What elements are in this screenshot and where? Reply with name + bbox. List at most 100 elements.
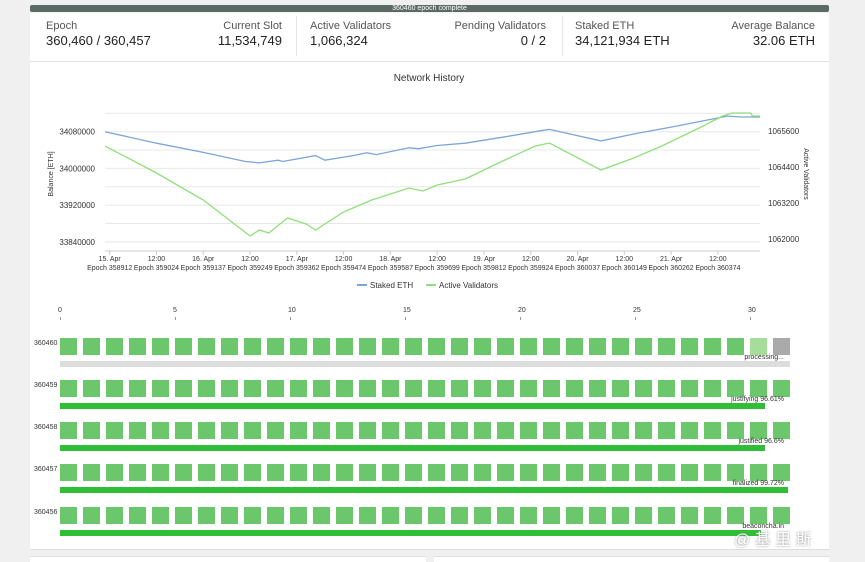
- slot-square[interactable]: [474, 507, 491, 524]
- slot-square[interactable]: [60, 507, 77, 524]
- slot-square[interactable]: [359, 464, 376, 481]
- slot-square[interactable]: [198, 422, 215, 439]
- slot-square[interactable]: [589, 464, 606, 481]
- slot-square[interactable]: [520, 380, 537, 397]
- slot-square[interactable]: [290, 507, 307, 524]
- slot-square[interactable]: [704, 380, 721, 397]
- slot-square[interactable]: [497, 380, 514, 397]
- slot-square[interactable]: [428, 507, 445, 524]
- slot-square[interactable]: [543, 380, 560, 397]
- slot-square[interactable]: [497, 422, 514, 439]
- slot-square[interactable]: [60, 464, 77, 481]
- slot-square[interactable]: [129, 380, 146, 397]
- slot-square[interactable]: [727, 422, 744, 439]
- slot-square[interactable]: [244, 422, 261, 439]
- slot-square[interactable]: [60, 338, 77, 355]
- epoch-number-label[interactable]: 360457: [34, 466, 58, 473]
- slot-square[interactable]: [704, 338, 721, 355]
- slot-square[interactable]: [175, 422, 192, 439]
- slot-square[interactable]: [244, 380, 261, 397]
- slot-square[interactable]: [704, 507, 721, 524]
- slot-square[interactable]: [336, 507, 353, 524]
- slot-square[interactable]: [681, 507, 698, 524]
- slot-square[interactable]: [681, 338, 698, 355]
- slot-square[interactable]: [129, 507, 146, 524]
- slot-square[interactable]: [175, 464, 192, 481]
- slot-square[interactable]: [773, 338, 790, 355]
- slot-square[interactable]: [221, 507, 238, 524]
- slot-square[interactable]: [336, 464, 353, 481]
- slot-square[interactable]: [152, 338, 169, 355]
- slot-square[interactable]: [658, 464, 675, 481]
- slot-square[interactable]: [405, 422, 422, 439]
- slot-square[interactable]: [198, 338, 215, 355]
- slot-square[interactable]: [589, 338, 606, 355]
- slot-square[interactable]: [152, 380, 169, 397]
- slot-square[interactable]: [474, 338, 491, 355]
- slot-square[interactable]: [773, 464, 790, 481]
- slot-square[interactable]: [658, 422, 675, 439]
- slot-square[interactable]: [106, 464, 123, 481]
- slot-square[interactable]: [129, 464, 146, 481]
- slot-square[interactable]: [451, 380, 468, 397]
- slot-square[interactable]: [474, 422, 491, 439]
- slot-square[interactable]: [543, 422, 560, 439]
- legend-item-staked-eth[interactable]: Staked ETH: [370, 281, 413, 290]
- slot-square[interactable]: [589, 507, 606, 524]
- slot-square[interactable]: [83, 338, 100, 355]
- epoch-number-label[interactable]: 360460: [34, 340, 58, 347]
- slot-square[interactable]: [313, 338, 330, 355]
- slot-square[interactable]: [589, 422, 606, 439]
- slot-square[interactable]: [152, 464, 169, 481]
- slot-square[interactable]: [129, 338, 146, 355]
- slot-square[interactable]: [244, 464, 261, 481]
- slot-square[interactable]: [520, 422, 537, 439]
- slot-square[interactable]: [681, 380, 698, 397]
- slot-square[interactable]: [497, 464, 514, 481]
- slot-square[interactable]: [198, 464, 215, 481]
- slot-square[interactable]: [589, 380, 606, 397]
- slot-square[interactable]: [750, 338, 767, 355]
- chart-legend[interactable]: Staked ETH Active Validators: [357, 281, 498, 290]
- slot-square[interactable]: [635, 338, 652, 355]
- slot-square[interactable]: [704, 464, 721, 481]
- slot-square[interactable]: [635, 380, 652, 397]
- slot-square[interactable]: [221, 464, 238, 481]
- slot-square[interactable]: [520, 507, 537, 524]
- slot-square[interactable]: [359, 338, 376, 355]
- slot-square[interactable]: [566, 338, 583, 355]
- slot-square[interactable]: [451, 507, 468, 524]
- slot-square[interactable]: [267, 507, 284, 524]
- slot-square[interactable]: [152, 422, 169, 439]
- slot-square[interactable]: [658, 338, 675, 355]
- slot-square[interactable]: [543, 338, 560, 355]
- slot-square[interactable]: [336, 422, 353, 439]
- slot-square[interactable]: [773, 507, 790, 524]
- slot-square[interactable]: [83, 507, 100, 524]
- slot-square[interactable]: [428, 422, 445, 439]
- slot-square[interactable]: [359, 507, 376, 524]
- slot-square[interactable]: [106, 380, 123, 397]
- slot-square[interactable]: [612, 422, 629, 439]
- slot-square[interactable]: [221, 380, 238, 397]
- slot-square[interactable]: [566, 464, 583, 481]
- slot-square[interactable]: [773, 380, 790, 397]
- slot-square[interactable]: [290, 338, 307, 355]
- slot-square[interactable]: [497, 507, 514, 524]
- slot-square[interactable]: [566, 422, 583, 439]
- slot-square[interactable]: [152, 507, 169, 524]
- slot-square[interactable]: [313, 380, 330, 397]
- epoch-number-label[interactable]: 360456: [34, 509, 58, 516]
- slot-square[interactable]: [336, 338, 353, 355]
- slot-square[interactable]: [520, 338, 537, 355]
- slot-square[interactable]: [313, 464, 330, 481]
- slot-square[interactable]: [244, 507, 261, 524]
- slot-square[interactable]: [635, 422, 652, 439]
- slot-square[interactable]: [221, 338, 238, 355]
- slot-square[interactable]: [428, 380, 445, 397]
- slot-square[interactable]: [428, 464, 445, 481]
- slot-square[interactable]: [405, 380, 422, 397]
- slot-square[interactable]: [658, 507, 675, 524]
- slot-square[interactable]: [198, 380, 215, 397]
- slot-square[interactable]: [290, 464, 307, 481]
